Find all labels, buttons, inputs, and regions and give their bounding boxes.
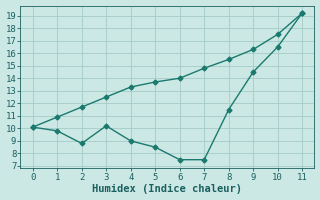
- X-axis label: Humidex (Indice chaleur): Humidex (Indice chaleur): [92, 184, 243, 194]
